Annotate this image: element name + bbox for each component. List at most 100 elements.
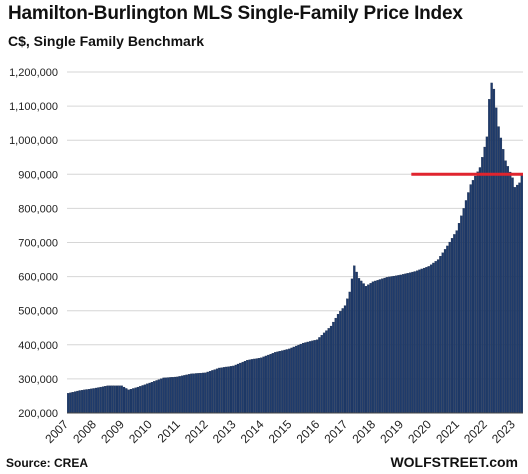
price-bar (292, 346, 295, 414)
price-bar (388, 276, 391, 414)
price-bar (518, 182, 521, 414)
price-bar (355, 271, 358, 414)
y-tick-label: 1,000,000 (9, 135, 58, 147)
price-bar (122, 386, 126, 414)
price-bar (448, 241, 451, 414)
price-bar (74, 391, 77, 414)
price-bar (225, 366, 228, 414)
price-bar (157, 379, 161, 414)
price-bar (471, 180, 475, 414)
price-bar (481, 157, 484, 414)
price-bar (269, 353, 272, 414)
price-bar (367, 284, 370, 414)
price-bar (178, 376, 181, 414)
x-tick-label: 2021 (433, 417, 462, 446)
price-bar (192, 373, 195, 414)
price-bar (232, 365, 235, 414)
price-bar (422, 267, 426, 414)
price-bar (364, 286, 368, 414)
chart-title: Hamilton-Burlington MLS Single-Family Pr… (8, 3, 463, 24)
price-bar (467, 192, 470, 414)
price-bar (276, 351, 279, 414)
price-bar (492, 88, 496, 414)
price-bar (94, 387, 98, 414)
price-bar (490, 82, 493, 414)
y-tick-label: 1,200,000 (9, 67, 58, 79)
price-bar (250, 359, 254, 414)
x-tick-label: 2016 (294, 417, 323, 446)
price-bar (411, 271, 414, 414)
price-bar (311, 340, 314, 414)
price-bar (160, 378, 163, 414)
y-tick-label: 600,000 (18, 272, 58, 284)
price-bar (185, 374, 188, 414)
price-bar (346, 298, 349, 414)
x-tick-label: 2015 (266, 417, 295, 446)
price-bar (434, 261, 437, 414)
price-bar (206, 371, 209, 414)
price-bar (455, 230, 458, 414)
price-bar (199, 372, 202, 414)
price-bar (101, 386, 105, 414)
price-bar (278, 351, 282, 414)
price-bar (425, 267, 428, 414)
y-tick-label: 500,000 (18, 306, 58, 318)
price-bar (148, 382, 151, 414)
price-bar (374, 280, 377, 414)
price-bar (378, 279, 382, 414)
price-bar (243, 360, 247, 414)
price-bar (215, 368, 219, 414)
price-bar (357, 278, 361, 414)
price-bar (318, 337, 321, 414)
price-bar (397, 275, 400, 414)
price-bar (504, 160, 507, 414)
price-bar (213, 369, 216, 414)
price-bar (90, 388, 93, 414)
price-bar (167, 377, 170, 414)
price-bar (432, 262, 435, 414)
price-bar (462, 208, 465, 414)
price-bar (441, 252, 444, 414)
price-bar (513, 187, 516, 414)
price-bar (285, 349, 288, 414)
price-bar (446, 245, 449, 414)
price-bar (208, 371, 212, 414)
x-tick-label: 2011 (155, 417, 183, 445)
price-bar (304, 342, 307, 414)
price-bar (516, 184, 519, 414)
x-tick-label: 2009 (98, 417, 127, 446)
price-bar (176, 376, 179, 414)
price-bar (229, 366, 233, 414)
price-bar (104, 386, 107, 414)
x-tick-label: 2017 (322, 417, 351, 446)
price-bar (409, 272, 412, 414)
price-bar (399, 274, 402, 414)
price-bar (134, 387, 137, 414)
price-bar (283, 349, 286, 414)
price-bar (457, 223, 461, 414)
price-bar (67, 393, 70, 414)
price-bar (188, 374, 191, 414)
price-bar (418, 269, 421, 414)
price-bar (257, 358, 261, 414)
price-bar (327, 328, 330, 414)
brand-label: WOLFSTREET.com (390, 454, 518, 470)
price-bar (369, 283, 372, 414)
price-bar (343, 305, 347, 414)
price-bar (253, 358, 256, 414)
price-bar (194, 373, 198, 414)
x-tick-label: 2008 (70, 417, 99, 446)
price-bar (495, 107, 498, 414)
price-bar (474, 175, 477, 414)
price-bar (239, 362, 242, 414)
x-tick-label: 2018 (349, 417, 378, 446)
price-bar (69, 392, 72, 414)
price-bar (483, 146, 486, 414)
price-bar (295, 345, 298, 414)
price-bar (201, 372, 205, 414)
price-bar (299, 343, 302, 414)
price-bar (308, 341, 312, 414)
price-bar (334, 317, 337, 414)
price-bar (248, 359, 251, 414)
